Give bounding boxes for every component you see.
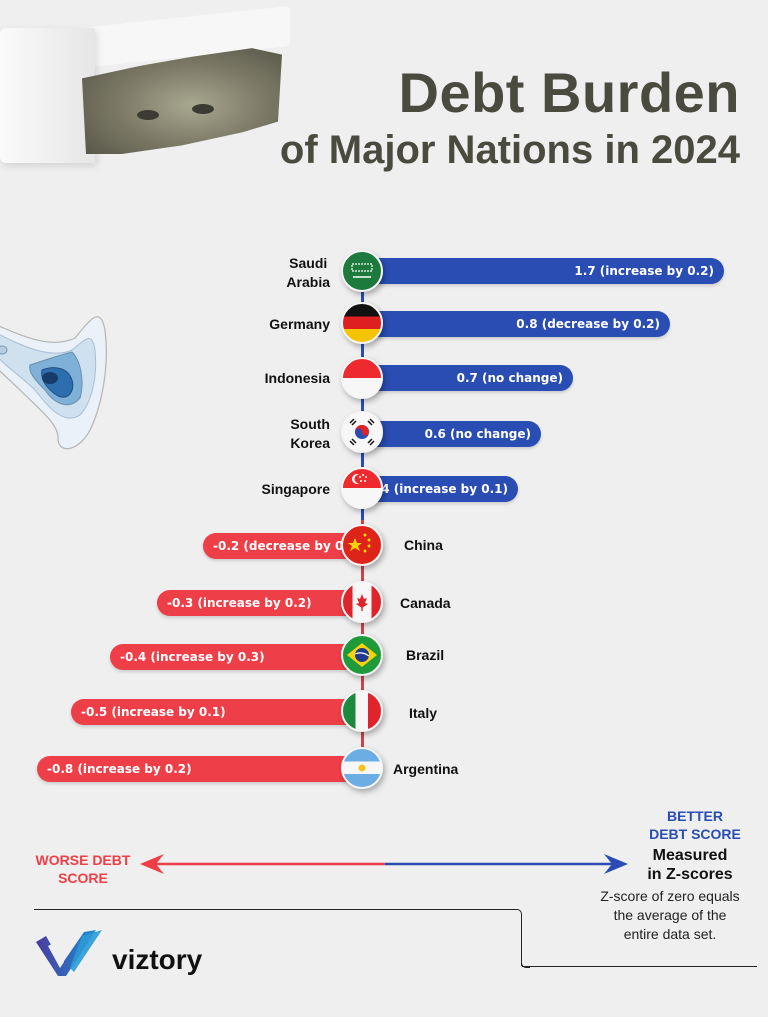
flag-argentina-icon <box>341 747 383 789</box>
better-line2: DEBT SCORE <box>649 826 741 842</box>
country-label-canada: Canada <box>400 594 451 613</box>
bar-label: 0.8 (decrease by 0.2) <box>516 317 660 331</box>
country-name-line2: Arabia <box>286 274 330 290</box>
country-name-line1: Canada <box>400 595 451 611</box>
page-title: Debt Burden <box>398 61 740 124</box>
bar-label: -0.5 (increase by 0.1) <box>81 705 226 719</box>
country-name-line1: China <box>404 537 443 553</box>
bar-canada: -0.3 (increase by 0.2) <box>157 590 362 616</box>
flag-china-icon <box>341 524 383 566</box>
country-name-line1: Italy <box>409 705 438 721</box>
country-name-line1: Argentina <box>393 761 459 777</box>
country-label-saudi-arabia: Saudi Arabia <box>286 254 330 292</box>
country-name-line1: Saudi <box>289 255 328 271</box>
flag-brazil-icon <box>341 634 383 676</box>
brand-name: viztory <box>112 944 203 975</box>
note-line2: the average of the <box>613 907 727 923</box>
footer-divider-line <box>34 909 522 966</box>
country-label-indonesia: Indonesia <box>265 369 330 388</box>
bar-label: 0.6 (no change) <box>424 427 531 441</box>
flag-saudi-arabia-icon <box>341 250 383 292</box>
note-line3: entire data set. <box>623 926 717 942</box>
bar-singapore: 0.4 (increase by 0.1) <box>362 476 518 502</box>
bar-label: 0.7 (no change) <box>456 371 563 385</box>
z-score-note: Z-score of zero equals the average of th… <box>570 887 768 944</box>
bar-italy: -0.5 (increase by 0.1) <box>71 699 362 725</box>
bar-indonesia: 0.7 (no change) <box>362 365 573 391</box>
contour-map-decoration <box>0 316 107 450</box>
country-name-line1: Brazil <box>406 647 445 663</box>
bar-argentina: -0.8 (increase by 0.2) <box>37 756 362 782</box>
better-debt-score-label: BETTER DEBT SCORE <box>640 807 750 843</box>
viztory-v-icon <box>36 930 102 976</box>
flag-germany-icon <box>341 302 383 344</box>
better-line1: BETTER <box>667 808 723 824</box>
worse-debt-score-label: WORSE DEBT SCORE <box>35 852 131 886</box>
bar-china: -0.2 (decrease by 0.1) <box>203 533 362 559</box>
bar-brazil: -0.4 (increase by 0.3) <box>110 644 362 670</box>
brand-logo: viztory <box>34 928 202 978</box>
torn-paper-banknote-image <box>0 5 300 163</box>
axis-line-positive <box>361 290 364 520</box>
bar-label: -0.2 (decrease by 0.1) <box>213 539 362 553</box>
bar-label: -0.3 (increase by 0.2) <box>167 596 312 610</box>
note-line1: Z-score of zero equals <box>600 888 740 904</box>
bar-label: -0.8 (increase by 0.2) <box>47 762 192 776</box>
flag-south-korea-icon <box>341 411 383 453</box>
country-label-china: China <box>404 536 443 555</box>
country-label-germany: Germany <box>269 315 330 334</box>
flag-canada-icon <box>341 581 383 623</box>
measured-line2: in Z-scores <box>647 866 733 883</box>
page-subtitle: of Major Nations in 2024 <box>279 128 740 172</box>
flag-italy-icon <box>341 690 383 732</box>
country-label-south-korea: South Korea <box>290 415 330 453</box>
country-name-line1: Indonesia <box>264 370 330 386</box>
measured-line1: Measured <box>652 847 728 864</box>
flag-indonesia-icon <box>341 357 383 399</box>
score-direction-arrow <box>140 854 628 874</box>
bar-south-korea: 0.6 (no change) <box>362 421 541 447</box>
bar-germany: 0.8 (decrease by 0.2) <box>362 311 670 337</box>
country-label-brazil: Brazil <box>406 646 444 665</box>
bar-saudi-arabia: 1.7 (increase by 0.2) <box>362 258 724 284</box>
country-name-line1: Germany <box>269 316 330 332</box>
bar-label: -0.4 (increase by 0.3) <box>120 650 265 664</box>
country-name-line2: Korea <box>290 435 330 451</box>
country-label-italy: Italy <box>409 704 437 723</box>
bar-label: 0.4 (increase by 0.1) <box>368 482 508 496</box>
measured-in-z-scores-label: Measured in Z-scores <box>630 846 750 884</box>
country-name-line1: Singapore <box>261 481 330 497</box>
country-name-line1: South <box>290 416 330 432</box>
bar-label: 1.7 (increase by 0.2) <box>574 264 714 278</box>
footer-divider-line-right <box>520 959 757 968</box>
country-label-argentina: Argentina <box>393 760 458 779</box>
flag-singapore-icon <box>341 467 383 509</box>
country-label-singapore: Singapore <box>262 480 330 499</box>
